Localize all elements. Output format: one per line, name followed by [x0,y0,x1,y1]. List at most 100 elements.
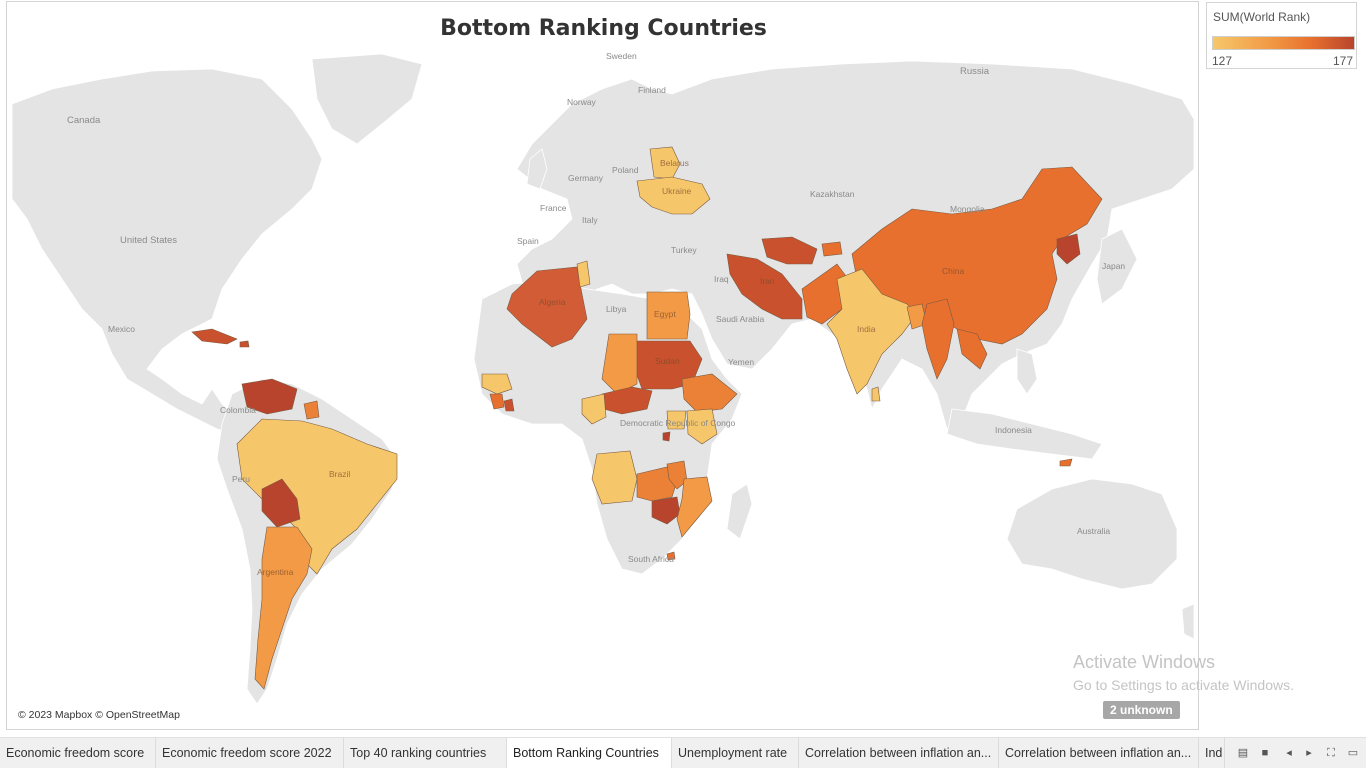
tab-ind[interactable]: Ind [1199,738,1225,768]
country-india[interactable] [826,268,918,395]
label-mexico: Mexico [108,324,135,334]
tab-top-40-ranking-countries[interactable]: Top 40 ranking countries [344,738,507,768]
label-italy: Italy [582,215,598,225]
country-zimbabwe[interactable] [651,496,681,525]
country-timor-leste[interactable] [1059,458,1073,467]
land-philippines [1016,348,1038,395]
country-iran[interactable] [726,253,803,320]
country-burundi[interactable] [662,431,671,442]
country-sierra-leone[interactable] [489,393,505,410]
next-sheet-icon[interactable]: ▸ [1306,747,1312,759]
label-poland: Poland [612,165,639,175]
country-venezuela[interactable] [241,378,298,415]
label-united-states: United States [120,235,177,246]
legend-title: SUM(World Rank) [1213,10,1311,24]
tab-bottom-ranking-countries[interactable]: Bottom Ranking Countries [507,738,672,768]
sheet-tab-bar: Economic freedom score Economic freedom … [0,737,1366,768]
label-iraq: Iraq [714,274,729,284]
label-canada: Canada [67,115,101,126]
label-egypt: Egypt [654,309,676,319]
land-japan [1096,228,1138,305]
country-ethiopia[interactable] [681,373,738,413]
sheet-title: Bottom Ranking Countries [440,16,767,41]
label-india: India [857,324,876,334]
land-indonesia [946,408,1103,460]
choropleth-map[interactable]: Russia Sweden Finland Norway Canada Pola… [12,49,1194,724]
country-sri-lanka[interactable] [871,386,881,402]
land-greenland [311,53,423,145]
label-germany: Germany [568,173,604,183]
tab-correlation-inflation-1[interactable]: Correlation between inflation an... [799,738,999,768]
label-finland: Finland [638,85,666,95]
color-legend[interactable]: SUM(World Rank) 127 177 [1206,2,1357,69]
tab-nav-controls: ▤ ■ ◂ ▸ ⛶ ▭ [1234,738,1366,768]
label-saudi-arabia: Saudi Arabia [716,314,764,324]
sheet-view-icon[interactable]: ■ [1261,747,1269,759]
country-laos[interactable] [956,328,988,370]
country-nigeria[interactable] [581,393,607,425]
country-haiti[interactable] [239,340,250,348]
label-ukraine: Ukraine [662,186,692,196]
label-spain: Spain [517,236,539,246]
label-libya: Libya [606,304,627,314]
country-uganda[interactable] [666,410,687,430]
tab-unemployment-rate[interactable]: Unemployment rate [672,738,799,768]
country-tajikistan[interactable] [821,241,843,257]
presentation-mode-icon[interactable]: ▭ [1347,747,1359,759]
ranked-countries[interactable] [191,146,1103,690]
label-france: France [540,203,567,213]
legend-gradient [1212,36,1355,50]
land-north-america [12,68,323,435]
country-mozambique[interactable] [676,476,713,538]
label-australia: Australia [1077,526,1110,536]
fullscreen-icon[interactable]: ⛶ [1327,747,1335,759]
tab-economic-freedom-score[interactable]: Economic freedom score [0,738,156,768]
country-lesotho[interactable] [666,551,676,561]
label-algeria: Algeria [539,297,566,307]
map-canvas[interactable]: Russia Sweden Finland Norway Canada Pola… [12,49,1194,724]
country-north-korea[interactable] [1056,233,1081,265]
filmstrip-view-icon[interactable]: ▤ [1237,747,1249,759]
windows-watermark-subtitle: Go to Settings to activate Windows. [1073,677,1294,693]
country-guinea[interactable] [481,373,513,395]
country-argentina[interactable] [254,526,313,690]
map-attribution[interactable]: © 2023 Mapbox © OpenStreetMap [18,709,180,721]
country-ukraine[interactable] [636,176,711,215]
land-australia [1006,478,1178,590]
label-sudan: Sudan [655,356,680,366]
country-belarus[interactable] [649,146,681,180]
label-yemen: Yemen [728,357,754,367]
legend-min-value: 127 [1212,54,1233,68]
country-liberia[interactable] [503,398,515,412]
label-iran: Iran [760,276,775,286]
country-kenya[interactable] [686,408,718,445]
tab-economic-freedom-score-2022[interactable]: Economic freedom score 2022 [156,738,344,768]
country-bolivia[interactable] [261,478,301,528]
previous-sheet-icon[interactable]: ◂ [1286,747,1292,759]
label-norway: Norway [567,97,597,107]
label-south-africa: South Africa [628,554,674,564]
country-angola[interactable] [591,450,638,505]
label-colombia: Colombia [220,405,256,415]
country-uzbekistan[interactable] [761,236,818,265]
label-argentina: Argentina [257,567,294,577]
label-japan: Japan [1102,261,1125,271]
label-mongolia: Mongolia [950,204,985,214]
country-egypt[interactable] [646,291,691,340]
label-brazil: Brazil [329,469,350,479]
windows-watermark-title: Activate Windows [1073,652,1216,672]
label-drc: Democratic Republic of Congo [620,418,736,428]
map-place-labels: Russia Sweden Finland Norway Canada Pola… [67,51,1125,577]
legend-max-value: 177 [1332,54,1353,68]
tab-correlation-inflation-2[interactable]: Correlation between inflation an... [999,738,1199,768]
label-russia: Russia [960,66,990,77]
label-peru: Peru [232,474,250,484]
country-tanzania[interactable] [666,460,688,490]
country-zambia[interactable] [636,466,678,502]
country-myanmar[interactable] [921,298,955,380]
unknown-count-badge[interactable]: 2 unknown [1103,701,1180,719]
country-cuba[interactable] [191,328,238,345]
country-tunisia[interactable] [576,260,591,288]
label-sweden: Sweden [606,51,637,61]
country-suriname[interactable] [303,400,320,420]
